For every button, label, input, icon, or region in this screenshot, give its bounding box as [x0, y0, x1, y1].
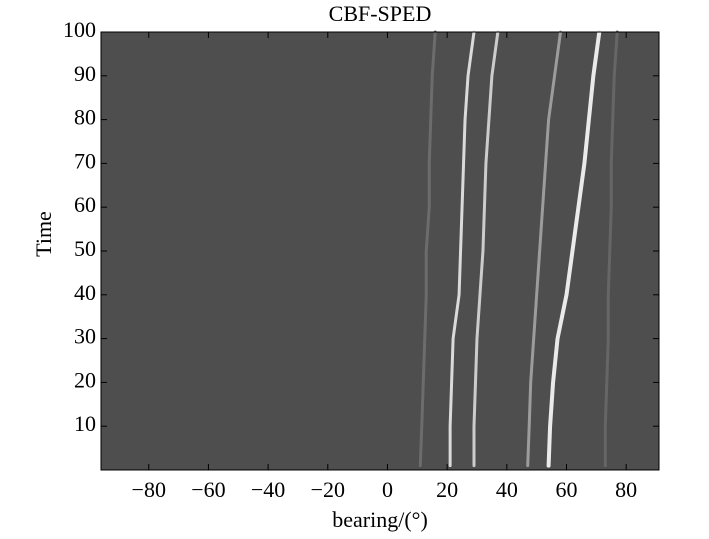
x-tick-label: 60	[555, 477, 577, 502]
track	[472, 30, 500, 468]
x-tick-label: 20	[436, 477, 458, 502]
chart-title: CBF-SPED	[329, 1, 432, 26]
track	[526, 30, 563, 468]
y-tick-label: 60	[74, 192, 96, 217]
x-tick-label: 0	[382, 477, 393, 502]
track	[448, 30, 476, 468]
y-tick-label: 100	[63, 17, 96, 42]
x-axis-label: bearing/(°)	[332, 507, 428, 532]
y-tick-label: 70	[74, 148, 96, 173]
y-tick-label: 20	[74, 367, 96, 392]
plot-background	[101, 32, 659, 470]
x-tick-label: −20	[311, 477, 345, 502]
y-tick-label: 50	[74, 236, 96, 261]
x-tick-label: 80	[615, 477, 637, 502]
y-axis-label: Time	[31, 211, 56, 257]
y-tick-label: 80	[74, 105, 96, 130]
y-tick-label: 90	[74, 61, 96, 86]
x-tick-label: −60	[191, 477, 225, 502]
y-tick-label: 40	[74, 280, 96, 305]
y-tick-label: 10	[74, 411, 96, 436]
x-tick-label: 40	[496, 477, 518, 502]
x-tick-label: −40	[251, 477, 285, 502]
y-tick-label: 30	[74, 324, 96, 349]
track	[603, 30, 619, 468]
track	[418, 30, 437, 468]
track	[546, 30, 602, 468]
x-tick-label: −80	[132, 477, 166, 502]
